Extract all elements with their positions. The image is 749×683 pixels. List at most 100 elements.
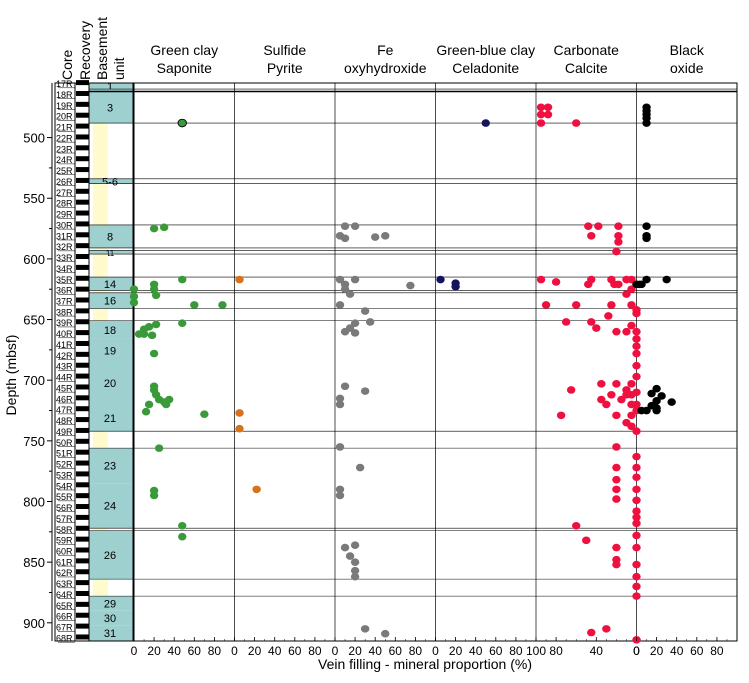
recovery-block — [76, 601, 89, 607]
x-axis-label: Vein filling - mineral proportion (%) — [318, 656, 532, 672]
data-point — [604, 312, 613, 320]
panel-title: Fe — [377, 42, 394, 58]
core-label: 54R — [56, 481, 73, 491]
data-point — [350, 566, 360, 575]
core-label: 64R — [56, 590, 73, 600]
data-point — [572, 521, 581, 530]
data-point — [612, 560, 621, 569]
unit-label: 31 — [104, 628, 116, 640]
data-point — [340, 327, 350, 336]
data-point — [360, 387, 370, 395]
x-tick-label: 40 — [369, 644, 383, 658]
recovery-block — [76, 514, 89, 520]
data-point — [345, 290, 355, 298]
core-label: 63R — [56, 579, 73, 589]
core-label: 56R — [56, 503, 73, 513]
unit-block — [89, 292, 133, 309]
x-tick-label: 80 — [308, 644, 322, 658]
y-tick-label: 500 — [23, 131, 45, 146]
data-point — [610, 280, 619, 289]
unit-label: 26 — [104, 550, 116, 562]
recovery-block — [76, 417, 89, 423]
core-label: 22R — [56, 133, 73, 143]
data-point — [612, 327, 621, 336]
unit-block — [89, 530, 133, 580]
data-point — [587, 318, 596, 326]
data-point — [667, 398, 676, 406]
core-header: Core — [59, 49, 75, 80]
core-label: 58R — [56, 525, 73, 535]
recovery-block — [76, 199, 89, 205]
data-point — [582, 536, 591, 545]
data-point — [632, 452, 641, 461]
unit-label: 21 — [104, 413, 116, 425]
data-point — [350, 541, 360, 549]
recovery-block — [76, 101, 89, 107]
recovery-block — [76, 145, 89, 151]
data-point — [543, 110, 553, 119]
data-point — [147, 331, 157, 340]
core-label: 25R — [56, 166, 73, 176]
data-point — [335, 443, 345, 451]
data-point — [607, 301, 616, 309]
data-point — [536, 110, 546, 119]
y-tick-label: 900 — [23, 616, 45, 631]
data-point — [340, 222, 350, 230]
data-point — [350, 275, 360, 284]
x-tick-label: 0 — [633, 644, 640, 658]
unit-block — [89, 625, 133, 641]
unit-block — [89, 320, 133, 339]
panel-subtitle: Celadonite — [452, 60, 519, 76]
core-label: 23R — [56, 144, 73, 154]
data-point — [371, 233, 380, 241]
data-point — [632, 361, 641, 370]
core-label: 45R — [56, 383, 73, 393]
data-point — [632, 496, 641, 505]
data-point — [178, 275, 187, 284]
data-point — [144, 400, 154, 409]
core-label: 67R — [56, 623, 73, 633]
unit-block — [89, 338, 133, 362]
data-point — [652, 384, 661, 393]
data-point — [436, 275, 445, 284]
core-label: 43R — [56, 362, 73, 372]
core-label: 26R — [56, 177, 73, 187]
core-label: 47R — [56, 405, 73, 415]
core-label: 33R — [56, 253, 73, 263]
data-point — [129, 298, 139, 307]
data-point — [614, 232, 623, 240]
core-label: 41R — [56, 340, 73, 350]
unit-label: 1 — [107, 81, 113, 93]
unit-label: 30 — [104, 613, 116, 625]
y-axis-label: Depth (mbsf) — [3, 335, 19, 416]
data-point — [340, 285, 350, 294]
data-point — [632, 582, 641, 591]
data-point — [647, 389, 656, 398]
plot-area — [89, 82, 738, 642]
data-point — [252, 485, 261, 494]
recovery-block — [76, 395, 89, 401]
y-tick-label: 850 — [23, 555, 45, 570]
core-track: 17R18R19R20R21R22R23R24R25R26R27R28R29R3… — [54, 79, 76, 643]
data-point — [632, 473, 641, 482]
data-point — [627, 301, 636, 309]
unit-block — [89, 610, 133, 626]
data-point — [627, 422, 636, 431]
core-label: 21R — [56, 123, 73, 133]
data-point — [345, 552, 355, 560]
unit-block — [89, 224, 133, 248]
recovery-block — [76, 460, 89, 466]
recovery-block — [76, 90, 89, 96]
data-point — [129, 285, 139, 294]
data-point — [350, 222, 360, 230]
unit-label: 18 — [104, 325, 116, 337]
x-tick-label: 0 — [332, 644, 339, 658]
data-point — [178, 532, 187, 541]
unit-block — [89, 250, 133, 255]
core-label: 17R — [56, 79, 73, 89]
unit-label: 24 — [104, 501, 116, 513]
data-point — [151, 320, 161, 329]
data-point — [642, 406, 651, 415]
